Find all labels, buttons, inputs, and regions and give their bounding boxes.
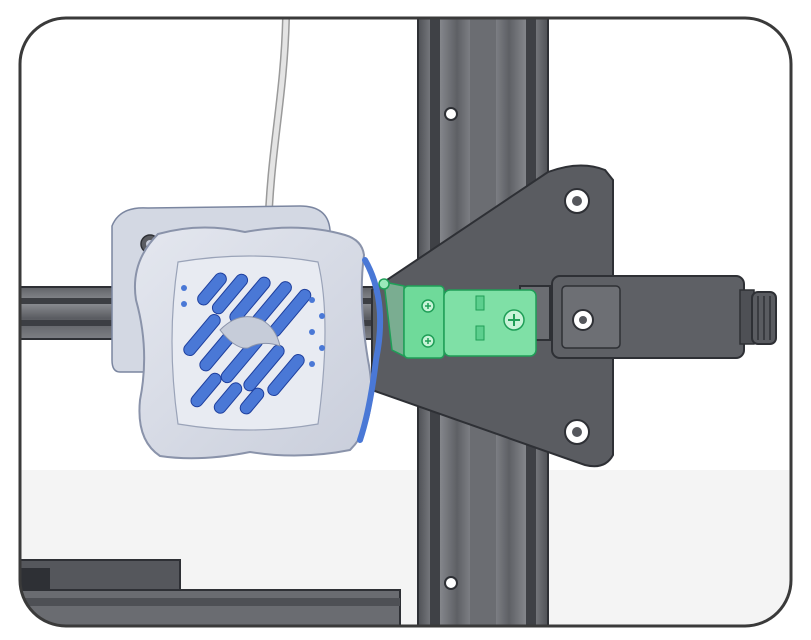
bed-rail — [20, 559, 401, 626]
illustration-content — [20, 18, 791, 626]
adjustment-knob — [751, 291, 777, 345]
belt-tensioner — [519, 275, 755, 359]
frame-hole — [444, 107, 458, 121]
frame-hole — [444, 576, 458, 590]
fan-grille — [183, 272, 312, 415]
printhead-fan-shroud — [111, 205, 384, 460]
rounded-frame — [18, 16, 793, 628]
highlighted-bracket — [378, 278, 537, 359]
